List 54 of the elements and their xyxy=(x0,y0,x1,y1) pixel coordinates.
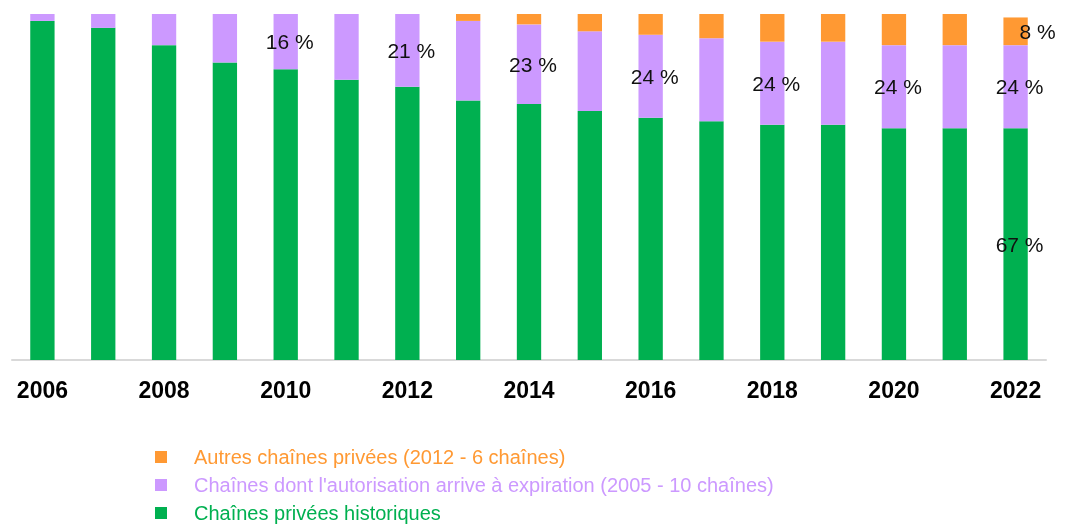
bar xyxy=(760,14,785,42)
bar xyxy=(942,128,967,360)
bar xyxy=(820,124,846,360)
bar xyxy=(942,14,967,46)
bar xyxy=(516,14,542,25)
bar xyxy=(395,86,420,360)
bar xyxy=(760,124,785,360)
bar xyxy=(30,14,55,21)
bar xyxy=(456,100,481,360)
legend-label: Autres chaînes privées (2012 - 6 chaînes) xyxy=(194,446,566,468)
x-tick-label: 2018 xyxy=(746,376,799,403)
data-label: 16 % xyxy=(265,30,314,54)
bar xyxy=(273,69,298,360)
data-label: 24 % xyxy=(995,75,1044,99)
bar xyxy=(456,20,481,101)
bar xyxy=(577,110,602,360)
data-label: 24 % xyxy=(630,64,679,88)
bar xyxy=(638,14,663,35)
bar xyxy=(699,121,724,360)
bar xyxy=(942,45,967,129)
x-tick-label: 2020 xyxy=(868,376,920,403)
bar xyxy=(334,14,359,80)
bar xyxy=(881,14,907,46)
data-label: 24 % xyxy=(752,71,801,95)
bar xyxy=(577,31,602,111)
bar xyxy=(820,14,846,42)
bar xyxy=(699,14,724,39)
data-label: 24 % xyxy=(874,75,922,99)
x-tick-label: 2012 xyxy=(381,376,433,403)
legend-label: Chaînes dont l'autorisation arrive à expiration (2005 - 10 chaînes) xyxy=(194,474,774,496)
bar xyxy=(91,14,116,28)
bar xyxy=(212,62,238,360)
bar xyxy=(91,27,116,360)
x-tick-label: 2006 xyxy=(16,376,68,403)
bar xyxy=(334,79,359,360)
bar xyxy=(638,117,663,360)
x-tick-label: 2022 xyxy=(990,376,1042,403)
bar xyxy=(456,14,481,21)
bar xyxy=(820,41,846,125)
bar xyxy=(516,103,542,360)
data-label: 21 % xyxy=(387,38,436,62)
bar xyxy=(30,20,55,360)
x-tick-label: 2008 xyxy=(138,376,190,403)
bar xyxy=(212,14,238,63)
bar xyxy=(699,38,724,122)
x-tick-label: 2014 xyxy=(503,376,555,403)
legend-label: Chaînes privées historiques xyxy=(194,502,441,524)
bar xyxy=(577,14,602,32)
bar xyxy=(881,128,907,360)
bar xyxy=(151,45,177,360)
bar xyxy=(151,14,177,46)
x-tick-label: 2010 xyxy=(260,376,312,403)
data-label: 23 % xyxy=(509,52,557,76)
x-tick-label: 2016 xyxy=(625,376,677,403)
